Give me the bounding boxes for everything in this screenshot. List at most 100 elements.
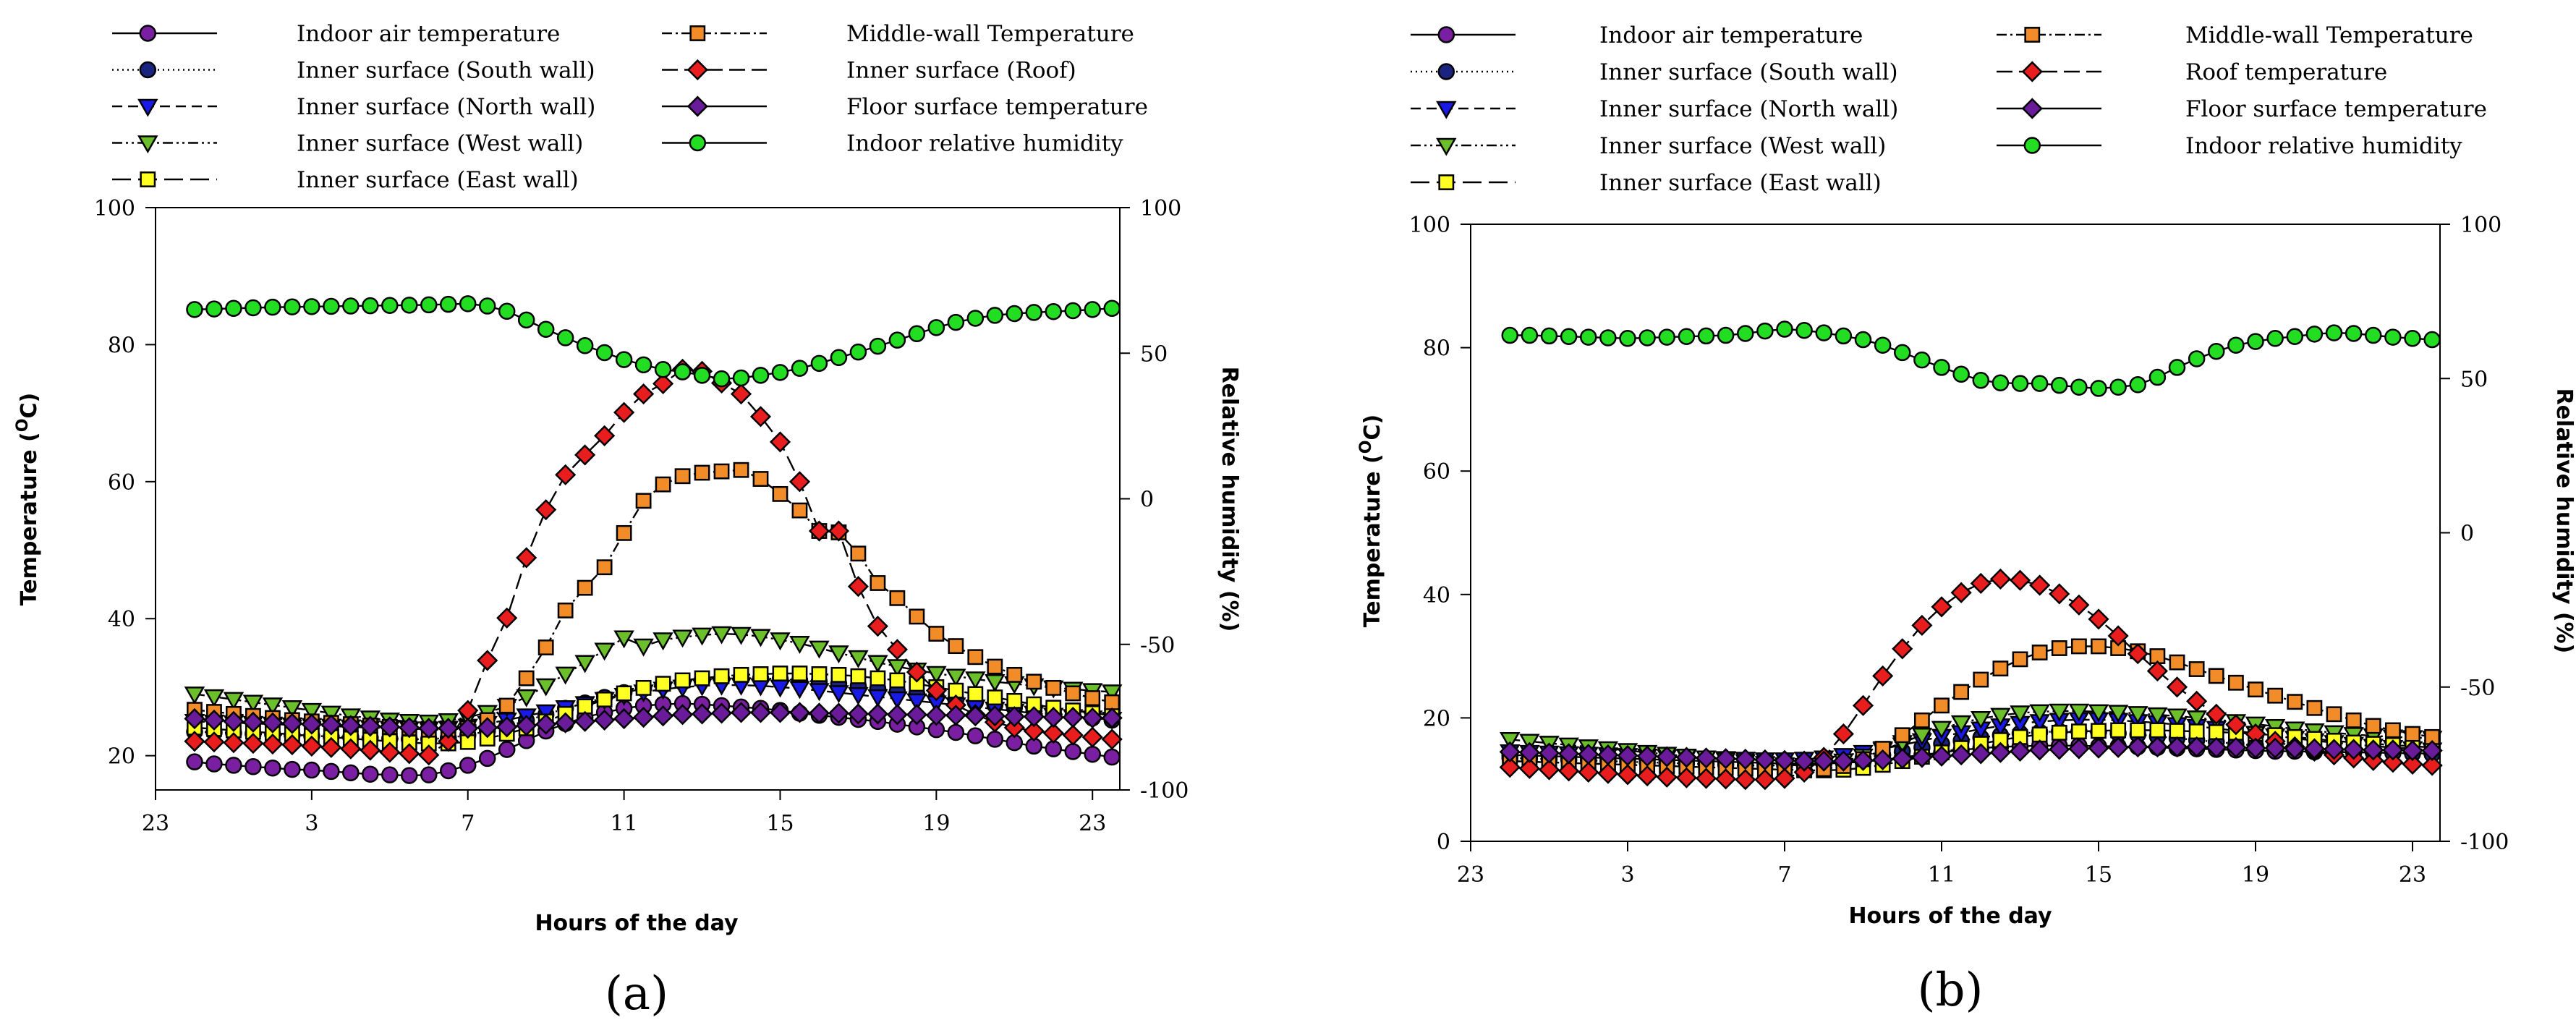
data-point [889,590,906,606]
data-point [556,329,574,347]
data-point [1972,372,1990,389]
data-point [1715,748,1737,770]
data-point [809,683,830,702]
data-point [438,718,459,739]
legend-marker [137,98,158,117]
x-tick-label: 19 [2242,862,2269,888]
data-point [1062,707,1084,728]
series-rh [186,295,1121,388]
legend-entry-floor: Floor surface temperature [1997,96,2487,122]
data-point [1636,745,1658,767]
series-floor [184,702,1123,739]
data-point [262,733,284,755]
data-point [1081,726,1103,748]
data-point [1715,768,1737,790]
data-point [1006,305,1024,323]
data-point [595,344,613,362]
data-point [342,297,360,315]
data-point [1793,761,1815,783]
legend-label: Inner surface (North wall) [1599,96,1898,122]
data-point [674,468,691,485]
data-point [2303,738,2325,760]
data-point [1084,746,1101,763]
data-point [1084,690,1101,707]
data-point [925,680,947,702]
y2-tick-label: -100 [2460,830,2509,855]
data-point [2267,687,2284,704]
chart-panel-a: Indoor air temperature Inner surface (Sou… [14,21,1242,1021]
data-point [1913,712,1930,728]
data-point [791,502,808,519]
data-point [1580,328,1597,346]
panel-label-b: (b) [1918,964,1984,1017]
legend-label: Indoor air temperature [1599,22,1863,48]
data-point [245,758,262,775]
data-point [496,607,518,629]
data-point [1081,707,1103,729]
data-point [1756,322,1774,340]
data-point [2049,583,2070,605]
data-point [713,668,730,684]
data-point [1774,749,1795,771]
y2-tick-label: -50 [1140,633,1175,658]
data-point [870,670,886,686]
data-point [1656,746,1678,768]
data-point [2287,694,2303,710]
data-point [1023,720,1045,742]
data-point [1065,685,1081,702]
y-tick-label: 80 [108,333,135,358]
data-point [616,524,632,541]
data-point [1003,717,1025,739]
data-point [1619,330,1636,347]
data-point [769,431,791,453]
data-point [966,727,985,744]
data-point [2384,328,2402,346]
data-point [2149,722,2166,739]
data-point [2009,740,2031,762]
legend-entry-west: Inner surface (West wall) [112,131,583,157]
data-point [1084,301,1101,318]
legend-marker [1437,26,1455,43]
series-rh [1501,320,2441,397]
data-point [1832,750,1854,772]
data-point [1064,743,1081,760]
data-point [262,712,284,734]
data-point [830,349,848,367]
data-point [225,757,242,774]
data-point [710,702,733,724]
data-point [2227,336,2245,354]
data-point [1931,596,1952,618]
data-point [733,666,749,683]
data-point [301,735,323,757]
data-point [634,356,652,374]
data-point [1103,748,1121,766]
data-point [340,715,362,736]
chart-panel-b: Indoor air temperature Inner surface (Sou… [1357,22,2576,1017]
data-point [2029,739,2051,761]
data-point [2107,625,2129,647]
data-point [2091,638,2107,655]
x-axis-title-b: Hours of the day [1848,904,2052,929]
axes-a: 23 3 7 11 15 19 23 20 40 60 80 100 -100 -50 0 50 100 [94,196,1189,836]
data-point [1045,302,1063,320]
data-point [886,704,908,726]
data-point [613,707,635,730]
data-point [1737,325,1754,342]
data-point [284,760,301,778]
data-point [752,367,770,384]
data-point [2421,754,2443,776]
data-point [811,666,828,682]
data-point [771,364,789,381]
data-point [596,559,613,576]
data-point [2286,328,2304,345]
data-point [2345,712,2362,728]
data-point [594,642,615,661]
data-point [577,579,593,596]
data-point [2127,736,2148,758]
data-point [633,707,655,728]
data-point [850,545,867,562]
y2-tick-label: 100 [2460,213,2501,238]
data-point [1538,742,1560,764]
y-tick-label: 60 [108,470,135,496]
data-point [2266,330,2284,347]
